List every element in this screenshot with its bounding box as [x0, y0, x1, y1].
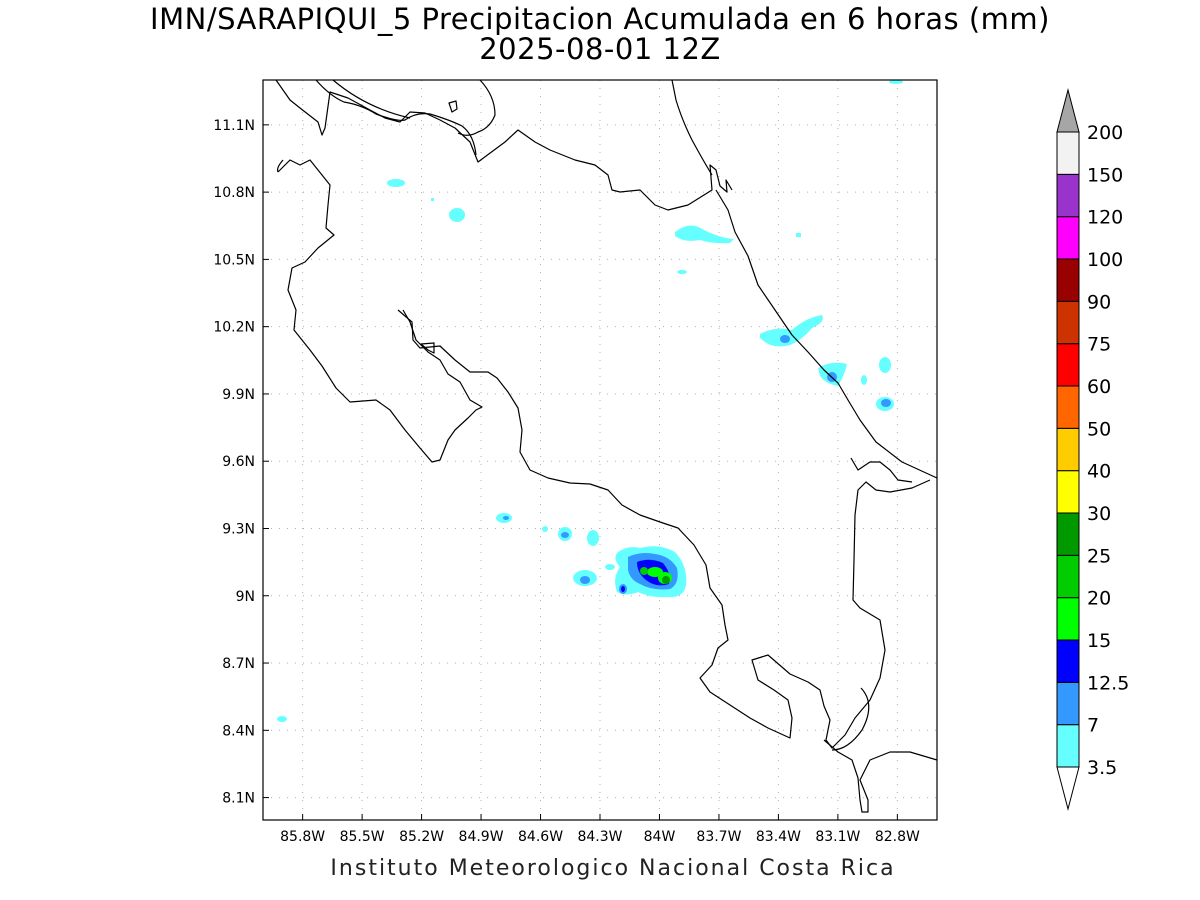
x-axis-ticks: 85.8W 85.5W 85.2W 84.9W 84.6W 84.3W 84W 83.7W 83… [280, 814, 920, 845]
colorbar-swatch [1056, 639, 1080, 683]
x-tick-label: 83.7W [696, 829, 741, 845]
colorbar-swatch [1056, 258, 1080, 302]
colorbar-level-label: 30 [1087, 503, 1111, 525]
colorbar-swatch [1056, 343, 1080, 387]
y-tick-label: 8.1N [222, 791, 255, 807]
coastline-borders [275, 79, 938, 813]
colorbar-swatch [1056, 385, 1080, 429]
colorbar-swatch [1056, 131, 1080, 175]
y-tick-label: 9.9N [222, 387, 255, 403]
colorbar-level-label: 90 [1087, 291, 1111, 313]
x-tick-label: 85.5W [340, 829, 385, 845]
colorbar-level-label: 7 [1087, 715, 1099, 737]
colorbar-swatch [1056, 173, 1080, 218]
y-tick-label: 8.7N [222, 656, 255, 672]
colorbar-level-label: 12.5 [1087, 672, 1129, 694]
x-tick-label: 84.6W [518, 829, 563, 845]
colorbar-level-label: 100 [1087, 249, 1123, 271]
colorbar-lower-arrow [1056, 766, 1080, 811]
colorbar-swatch [1056, 681, 1080, 726]
y-tick-label: 8.4N [222, 723, 255, 739]
colorbar-swatch [1056, 512, 1080, 556]
x-tick-label: 83.4W [756, 829, 801, 845]
colorbar-level-label: 25 [1087, 545, 1111, 567]
colorbar-level-label: 15 [1087, 630, 1111, 652]
x-tick-label: 84W [644, 829, 676, 845]
y-tick-label: 10.8N [213, 185, 255, 201]
x-tick-label: 84.9W [459, 829, 504, 845]
colorbar-level-label: 50 [1087, 418, 1111, 440]
y-tick-label: 10.5N [213, 252, 255, 268]
colorbar-swatch [1056, 300, 1080, 345]
colorbar-level-label: 200 [1087, 122, 1123, 144]
credit-text: Instituto Meteorologico Nacional Costa R… [330, 856, 896, 881]
map-gridlines [263, 80, 937, 820]
x-tick-label: 82.8W [875, 829, 920, 845]
colorbar-level-label: 60 [1087, 376, 1111, 398]
y-tick-label: 9.6N [222, 454, 255, 470]
map-title: IMN/SARAPIQUI_5 Precipitacion Acumulada … [150, 2, 1050, 36]
colorbar-level-label: 120 [1087, 207, 1123, 229]
map-valid-time: 2025-08-01 12Z [479, 32, 721, 66]
colorbar-upper-arrow [1056, 88, 1080, 133]
y-tick-label: 10.2N [213, 320, 255, 336]
x-tick-label: 85.8W [280, 829, 325, 845]
colorbar-swatch [1056, 554, 1080, 599]
x-tick-label: 83.1W [815, 829, 860, 845]
y-tick-label: 11.1N [213, 118, 255, 134]
x-tick-label: 85.2W [399, 829, 444, 845]
colorbar-swatch [1056, 470, 1080, 514]
x-tick-label: 84.3W [577, 829, 622, 845]
colorbar-level-label: 40 [1087, 461, 1111, 483]
y-axis-ticks: 11.1N 10.8N 10.5N 10.2N 9.9N 9.6N 9.3N 9N 8.7N 8.… [213, 118, 269, 807]
colorbar-level-label: 150 [1087, 164, 1123, 186]
colorbar-swatch [1056, 724, 1080, 768]
precipitation-contours [277, 80, 903, 722]
colorbar-level-label: 3.5 [1087, 757, 1117, 779]
y-tick-label: 9N [236, 589, 255, 605]
map-frame [262, 79, 938, 821]
colorbar-swatch [1056, 427, 1080, 472]
colorbar-swatch [1056, 597, 1080, 641]
y-tick-label: 9.3N [222, 521, 255, 537]
colorbar: 3.5 7 12.5 15 20 25 30 40 50 60 75 90 100 120 150 200 [1056, 88, 1129, 811]
colorbar-level-label: 20 [1087, 588, 1111, 610]
colorbar-swatch [1056, 216, 1080, 260]
colorbar-level-label: 75 [1087, 334, 1111, 356]
